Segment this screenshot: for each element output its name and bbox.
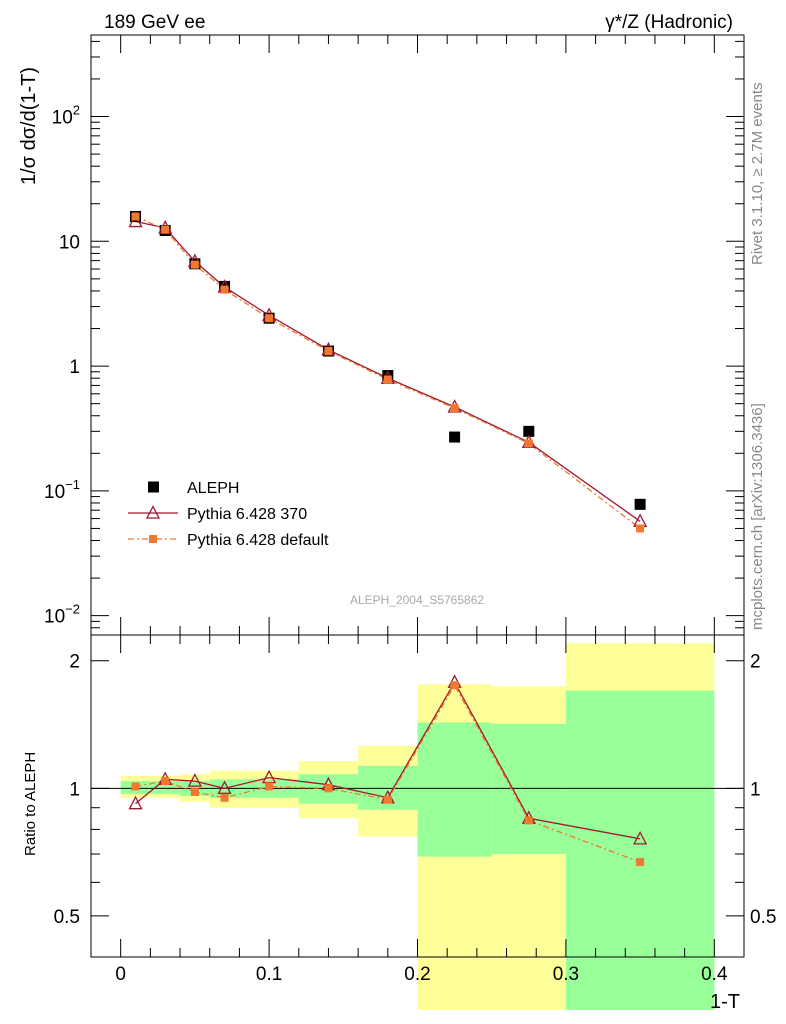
ratio-ylabel: Ratio to ALEPH (22, 752, 39, 856)
ratio-point-pythiadefault-0 (131, 782, 140, 791)
main-point-pythiadefault-9 (636, 524, 645, 533)
main-ytick-mantissa: 10 (44, 607, 65, 628)
ratio-point-pythia370-2 (187, 773, 202, 787)
main-point-pythia370-0 (128, 213, 143, 228)
legend-marker-pythia370 (145, 505, 161, 519)
legend-label: Pythia 6.428 default (187, 532, 329, 549)
ratio-ytick-label-left: 0.5 (54, 907, 80, 928)
ratio-ytick-label-left: 2 (69, 652, 80, 673)
ratio-band-green-8 (491, 723, 566, 854)
ratio-band-green-9 (565, 690, 715, 1010)
main-point-aleph-7 (449, 431, 461, 443)
legend-marker-pythiadefault (149, 535, 157, 543)
xtick-label: 0.1 (256, 964, 282, 985)
ratio-point-pythia370-9 (633, 830, 648, 845)
legend-label: ALEPH (187, 480, 239, 497)
ratio-line-pythiadefault (135, 683, 641, 863)
main-point-pythiadefault-3 (220, 285, 229, 294)
xtick-label: 0.3 (553, 964, 579, 985)
xtick-label: 0.4 (701, 964, 728, 985)
main-ytick-label: 102 (52, 103, 80, 129)
main-line-pythia370 (135, 220, 641, 522)
main-ytick-mantissa: 10 (52, 108, 73, 129)
xtick-label: 0 (115, 964, 126, 985)
ratio-point-pythiadefault-2 (190, 788, 199, 797)
main-point-aleph-6 (382, 370, 394, 382)
main-ytick-label: 10−2 (44, 602, 80, 628)
ratio-point-pythiadefault-6 (383, 795, 392, 804)
main-point-pythiadefault-7 (450, 404, 459, 413)
legend-label: Pythia 6.428 370 (187, 506, 307, 523)
main-point-aleph-9 (634, 498, 646, 510)
main-ytick-mantissa: 1 (69, 357, 80, 378)
main-point-aleph-8 (523, 425, 535, 437)
main-ytick-label: 10 (59, 232, 80, 253)
main-point-pythiadefault-8 (524, 439, 533, 448)
xlabel: 1-T (710, 991, 740, 1013)
main-ytick-exponent: 2 (73, 103, 80, 118)
ratio-ytick-label-left: 1 (69, 779, 80, 800)
main-ytick-label: 10−1 (44, 477, 80, 503)
ratio-point-pythiadefault-1 (161, 777, 170, 786)
main-point-pythiadefault-1 (161, 225, 170, 234)
analysis-watermark: ALEPH_2004_S5765862 (350, 593, 484, 607)
main-ytick-exponent: −2 (65, 602, 80, 617)
main-ytick-mantissa: 10 (59, 232, 80, 253)
main-ytick-label: 1 (69, 357, 80, 378)
legend: ALEPH Pythia 6.428 370 Pythia 6.428 defaul… (128, 480, 329, 549)
rivet-version-text: Rivet 3.1.10, ≥ 2.7M events (749, 83, 766, 266)
mcplots-credit-text: mcplots.cern.ch [arXiv:1306.3436] (749, 403, 766, 630)
xtick-label: 0.2 (404, 964, 430, 985)
ratio-point-pythia370-3 (217, 780, 232, 794)
main-ytick-mantissa: 10 (44, 482, 65, 503)
ratio-ytick-label-right: 1 (750, 779, 761, 800)
top-ylabel: 1/σ dσ/d(1-T) (18, 67, 40, 185)
ratio-point-pythiadefault-7 (450, 681, 459, 690)
ratio-point-pythia370-0 (128, 795, 143, 810)
ratio-ytick-label-right: 2 (750, 652, 761, 673)
ratio-point-pythiadefault-8 (524, 816, 533, 825)
main-point-pythiadefault-2 (190, 260, 199, 269)
ratio-point-pythiadefault-5 (324, 784, 333, 793)
plot-title-left: 189 GeV ee (104, 12, 205, 33)
main-point-pythiadefault-6 (383, 375, 392, 384)
main-point-pythiadefault-5 (324, 347, 333, 356)
main-ytick-exponent: −1 (65, 477, 80, 492)
ratio-point-pythiadefault-4 (265, 782, 274, 791)
main-point-pythiadefault-4 (265, 314, 274, 323)
ratio-point-pythiadefault-3 (220, 793, 229, 802)
main-point-pythiadefault-0 (131, 212, 140, 221)
plot-title-right: γ*/Z (Hadronic) (605, 12, 733, 33)
ratio-point-pythiadefault-9 (636, 858, 645, 867)
legend-marker-aleph (148, 481, 159, 493)
ratio-line-pythia370 (135, 680, 641, 840)
ratio-ytick-label-right: 0.5 (750, 907, 776, 928)
ratio-band-green-7 (417, 722, 492, 857)
